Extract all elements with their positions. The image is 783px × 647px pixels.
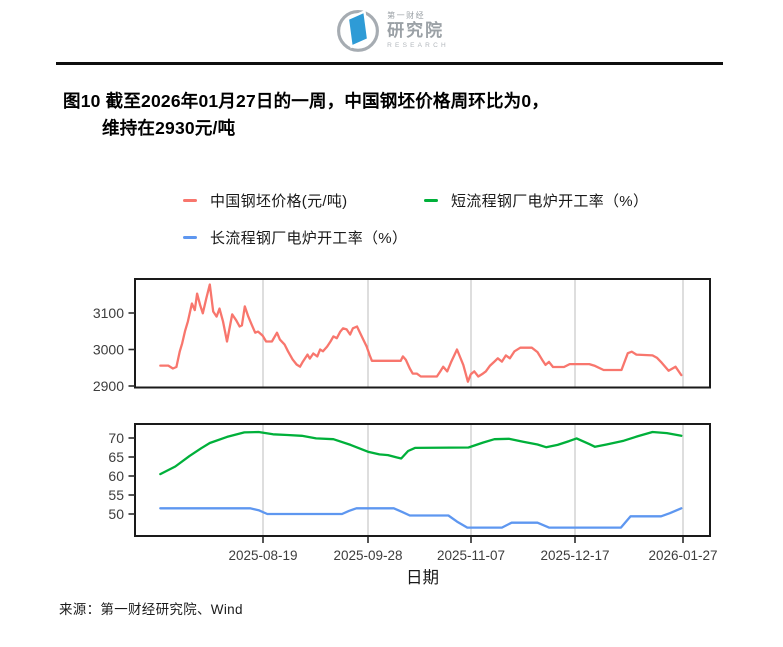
figure-title: 图10 截至2026年01月27日的一周，中国钢坯价格周环比为0， 维持在293…	[63, 88, 753, 142]
y-tick-label-price-3100: 3100	[93, 305, 124, 321]
legend-item-short-process-rate: 短流程钢厂电炉开工率（%）	[424, 190, 648, 211]
logo-mark-icon	[337, 9, 380, 52]
legend-label-short-process-rate: 短流程钢厂电炉开工率（%）	[451, 193, 649, 210]
x-tick-label-4: 2026-01-27	[648, 548, 717, 563]
logo-circle	[337, 9, 380, 52]
series-long-process-rate	[159, 507, 683, 529]
figure-title-line1: 图10 截至2026年01月27日的一周，中国钢坯价格周环比为0，	[63, 91, 550, 111]
y-tick-label-operating-rate-65: 65	[108, 449, 124, 465]
legend-key-billet-price	[183, 198, 197, 203]
legend-label-billet-price: 中国钢坯价格(元/吨)	[210, 193, 348, 210]
chart-legend: 中国钢坯价格(元/吨) 短流程钢厂电炉开工率（%） 长流程钢厂电炉开工率（%）	[0, 183, 783, 253]
logo-brand-main: 研究院	[387, 21, 445, 41]
legend-key-long-process-rate	[183, 235, 197, 240]
logo-brand-en: RESEARCH	[387, 41, 449, 49]
header-divider	[56, 62, 723, 65]
legend-label-long-process-rate: 长流程钢厂电炉开工率（%）	[210, 230, 408, 247]
logo-parallelogram	[346, 9, 370, 49]
source-note: 来源：第一财经研究院、Wind	[59, 602, 243, 617]
x-tick-label-0: 2025-08-19	[228, 548, 297, 563]
x-axis-title: 日期	[406, 568, 439, 587]
panel-border-price	[134, 278, 711, 389]
y-tick-label-operating-rate-55: 55	[108, 487, 124, 503]
y-tick-label-price-2900: 2900	[93, 378, 124, 394]
y-tick-label-operating-rate-70: 70	[108, 430, 124, 446]
x-tick-label-1: 2025-09-28	[333, 548, 402, 563]
x-tick-label-2: 2025-11-07	[437, 548, 505, 563]
series-short-process-rate	[159, 430, 683, 476]
y-tick-label-price-3000: 3000	[93, 342, 124, 358]
header: 第一财经 研究院 RESEARCH	[0, 6, 783, 54]
yicai-research-logo: 第一财经 研究院 RESEARCH	[334, 6, 449, 54]
legend-item-long-process-rate: 长流程钢厂电炉开工率（%）	[183, 227, 407, 248]
logo-text: 第一财经 研究院 RESEARCH	[387, 11, 449, 48]
figure-title-line2: 维持在2930元/吨	[102, 118, 236, 139]
dual-panel-line-chart: 2900 3000 3100 50 55 60 65 70 2025-08-19 2025-09-…	[93, 278, 718, 587]
y-tick-label-operating-rate-50: 50	[108, 506, 124, 522]
legend-item-billet-price: 中国钢坯价格(元/吨)	[183, 190, 347, 211]
logo-brand-cn: 第一财经	[387, 11, 426, 21]
series-billet-price	[159, 283, 683, 383]
panel-border-operating-rate	[134, 423, 711, 537]
y-tick-label-operating-rate-60: 60	[108, 468, 124, 484]
x-tick-label-3: 2025-12-17	[540, 548, 609, 563]
legend-key-short-process-rate	[424, 198, 438, 203]
